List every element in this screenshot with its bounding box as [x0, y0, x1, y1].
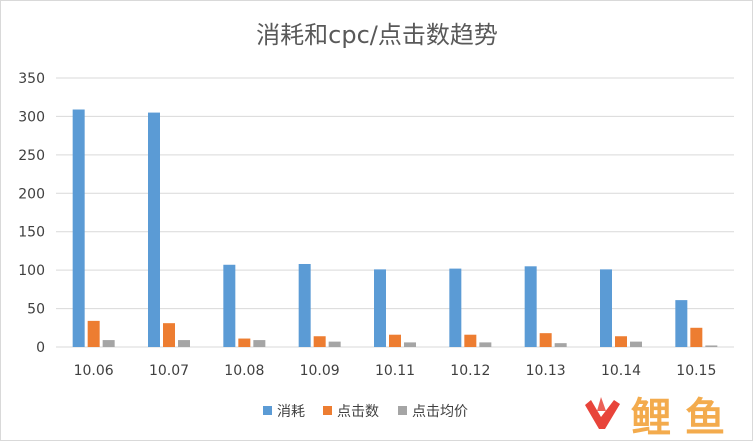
- bar-3: [630, 341, 642, 347]
- x-tick-label: 10.09: [300, 363, 340, 379]
- x-tick-label: 10.08: [224, 363, 264, 379]
- x-tick-label: 10.13: [526, 363, 566, 379]
- bar-1: [298, 263, 311, 347]
- y-tick-label: 300: [18, 109, 45, 125]
- y-tick-label: 250: [18, 148, 45, 164]
- y-tick-label: 200: [18, 186, 45, 202]
- legend-swatch: [323, 406, 332, 415]
- bar-3: [554, 343, 567, 347]
- bar-1: [675, 300, 688, 347]
- watermark-glyph: 鲤: [631, 395, 671, 441]
- x-axis-ticks: 10.06 10.07 10.08 10.09 10.11 10.12 10.13 10.14…: [74, 363, 717, 379]
- bar-2: [313, 336, 326, 347]
- bar-2: [615, 336, 627, 347]
- y-tick-label: 150: [18, 225, 45, 241]
- watermark-glyph: 鱼: [685, 395, 725, 441]
- bar-1: [374, 269, 386, 347]
- x-tick-label: 10.06: [74, 363, 114, 379]
- chart-title: 消耗和cpc/点击数趋势: [256, 21, 498, 49]
- bar-2: [389, 334, 401, 347]
- legend-label: 点击数: [337, 404, 379, 420]
- x-tick-label: 10.15: [676, 363, 716, 379]
- x-tick-label: 10.12: [450, 363, 490, 379]
- legend: 消耗 点击数 点击均价: [263, 404, 468, 420]
- bar-3: [328, 341, 341, 347]
- bar-3: [102, 340, 115, 347]
- watermark-logo: 鲤鱼: [585, 395, 725, 441]
- bar-2: [539, 333, 552, 347]
- bar-2: [464, 334, 477, 347]
- y-tick-label: 100: [18, 263, 45, 279]
- bar-1: [449, 268, 462, 347]
- bar-3: [479, 342, 492, 347]
- legend-swatch: [398, 406, 407, 415]
- x-tick-label: 10.11: [375, 363, 415, 379]
- bar-3: [253, 340, 266, 347]
- bar-3: [178, 340, 190, 347]
- y-tick-label: 50: [27, 302, 45, 318]
- x-tick-label: 10.14: [601, 363, 641, 379]
- legend-swatch: [263, 406, 272, 415]
- legend-label: 点击均价: [412, 404, 468, 420]
- bar-2: [238, 338, 251, 347]
- y-axis-ticks: 0 50 100 150 200 250 300 350: [18, 71, 45, 356]
- bars: [72, 109, 718, 347]
- bar-1: [223, 264, 236, 347]
- x-tick-label: 10.07: [149, 363, 189, 379]
- bar-1: [524, 266, 537, 347]
- bar-3: [705, 345, 718, 347]
- y-tick-label: 0: [36, 340, 45, 356]
- bar-2: [690, 327, 703, 347]
- bar-2: [163, 323, 175, 347]
- y-tick-label: 350: [18, 71, 45, 87]
- bar-1: [600, 269, 612, 347]
- legend-label: 消耗: [277, 404, 305, 420]
- fire-glyph: [585, 400, 620, 429]
- bar-3: [404, 342, 416, 347]
- gridlines: [56, 77, 734, 348]
- bar-1: [72, 109, 85, 347]
- bar-1: [148, 112, 160, 347]
- fire-glyph-flame: [597, 397, 606, 411]
- bar-2: [87, 320, 100, 347]
